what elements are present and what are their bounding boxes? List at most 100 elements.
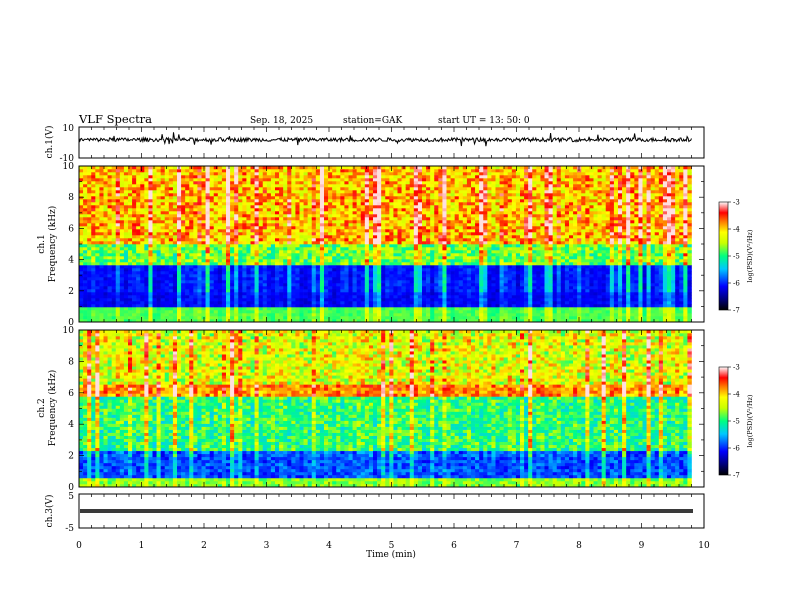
spectrogram-cell — [201, 172, 206, 176]
spectrogram-cell — [336, 205, 341, 209]
spectrogram-cell — [332, 292, 337, 296]
spectrogram-cell — [405, 211, 411, 215]
spectrogram-cell — [458, 277, 464, 281]
spectrogram-cell — [156, 229, 161, 233]
start-time-label: start UT = 13: 50: 0 — [438, 116, 530, 126]
spectrogram-cell — [246, 235, 251, 239]
spectrogram-cell — [262, 172, 268, 176]
spectrogram-cell — [458, 223, 464, 227]
spectrogram-cell — [254, 313, 259, 317]
spectrogram-cell — [381, 241, 386, 245]
spectrogram-cell — [438, 214, 443, 218]
spectrogram-cell — [103, 193, 108, 197]
spectrogram-cell — [230, 217, 235, 221]
spectrogram-cell — [213, 274, 219, 278]
spectrogram-cell — [250, 166, 255, 170]
spectrogram-cell — [340, 196, 345, 200]
spectrogram-cell — [413, 286, 419, 290]
spectrogram-cell — [168, 226, 174, 230]
spectrogram-cell — [238, 301, 243, 305]
spectrogram-cell — [242, 247, 247, 251]
spectrogram-cell — [328, 271, 333, 275]
spectrogram-cell — [262, 307, 268, 311]
spectrogram-cell — [221, 289, 227, 293]
spectrogram-cell — [458, 274, 464, 278]
spectrogram-cell — [405, 307, 411, 311]
spectrogram-cell — [397, 265, 402, 269]
spectrogram-cell — [209, 301, 215, 305]
spectrogram-cell — [442, 199, 447, 203]
spectrogram-cell — [262, 274, 268, 278]
spectrogram-cell — [238, 298, 243, 302]
spectrogram-cell — [348, 166, 353, 170]
spectrogram-cell — [397, 181, 402, 185]
spectrogram-cell — [246, 271, 251, 275]
spectrogram-cell — [226, 274, 231, 278]
spectrogram-cell — [275, 262, 280, 266]
spectrogram-cell — [324, 211, 329, 215]
spectrogram-cell — [352, 298, 357, 302]
spectrogram-cell — [91, 211, 96, 215]
spectrogram-cell — [319, 316, 325, 320]
spectrogram-cell — [258, 274, 264, 278]
spectrogram-cell — [283, 277, 288, 281]
spectrogram-cell — [230, 175, 235, 179]
spectrogram-cell — [234, 196, 239, 200]
spectrogram-cell — [377, 295, 382, 299]
spectrogram-cell — [299, 295, 304, 299]
spectrogram-cell — [128, 310, 133, 314]
spectrogram-cell — [160, 265, 166, 269]
spectrogram-cell — [119, 244, 125, 248]
spectrogram-cell — [324, 307, 329, 311]
spectrogram-cell — [442, 268, 447, 272]
spectrogram-cell — [275, 166, 280, 170]
spectrogram-cell — [319, 205, 325, 209]
spectrogram-cell — [238, 253, 243, 257]
spectrogram-cell — [230, 295, 235, 299]
spectrogram-cell — [413, 217, 419, 221]
spectrogram-cell — [95, 181, 100, 185]
spectrogram-cell — [83, 196, 88, 200]
spectrogram-cell — [344, 190, 349, 194]
spectrogram-cell — [438, 241, 443, 245]
spectrogram-cell — [152, 256, 157, 260]
spectrogram-cell — [409, 301, 415, 305]
spectrogram-cell — [79, 253, 84, 257]
spectrogram-cell — [344, 283, 349, 287]
spectrogram-cell — [450, 235, 455, 239]
spectrogram-cell — [205, 265, 210, 269]
spectrogram-cell — [324, 166, 329, 170]
spectrogram-cell — [426, 289, 431, 293]
spectrogram-cell — [209, 211, 215, 215]
spectrogram-cell — [136, 304, 141, 308]
spectrogram-cell — [454, 196, 460, 200]
spectrogram-cell — [295, 295, 300, 299]
spectrogram-cell — [426, 268, 431, 272]
spectrogram-cell — [385, 244, 390, 248]
spectrogram-cell — [356, 277, 362, 281]
spectrogram-cell — [462, 304, 468, 308]
spectrogram-cell — [417, 304, 423, 308]
spectrogram-cell — [234, 265, 239, 269]
spectrogram-cell — [119, 262, 125, 266]
spectrogram-cell — [213, 235, 219, 239]
spectrogram-cell — [377, 274, 382, 278]
spectrogram-cell — [185, 289, 190, 293]
spectrogram-cell — [238, 295, 243, 299]
spectrogram-cell — [291, 193, 296, 197]
spectrogram-cell — [111, 259, 117, 263]
spectrogram-cell — [299, 241, 304, 245]
spectrogram-cell — [430, 178, 435, 182]
spectrogram-cell — [422, 208, 427, 212]
spectrogram-cell — [119, 298, 125, 302]
spectrogram-cell — [381, 220, 386, 224]
spectrogram-cell — [79, 220, 84, 224]
spectrogram-cell — [128, 238, 133, 242]
spectrogram-cell — [160, 235, 166, 239]
spectrogram-cell — [393, 271, 398, 275]
spectrogram-cell — [205, 274, 210, 278]
spectrogram-cell — [156, 187, 161, 191]
spectrogram-cell — [205, 250, 210, 254]
spectrogram-cell — [266, 226, 272, 230]
spectrogram-cell — [132, 166, 137, 170]
